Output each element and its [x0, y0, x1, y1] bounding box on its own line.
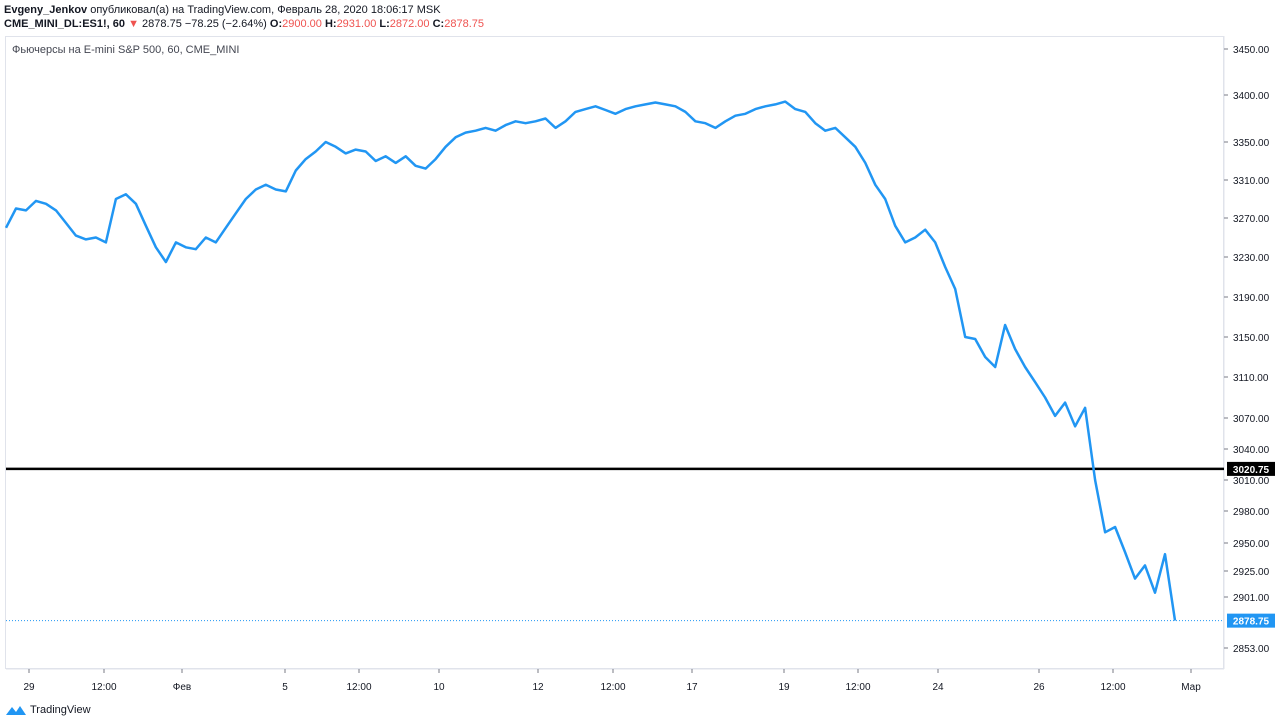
x-tick-label: 24 [932, 682, 944, 693]
high-label: H: [324, 18, 337, 30]
close-value: 2878.75 [444, 18, 484, 30]
change-value: −78.25 (−2.64%) [184, 18, 267, 30]
y-tick-label: 3350.00 [1233, 138, 1270, 149]
x-tick-label: 19 [778, 682, 790, 693]
y-tick-label: 3010.00 [1233, 476, 1270, 487]
ohlc-line: CME_MINI_DL:ES1!, 60 ▼ 2878.75 −78.25 (−… [4, 17, 484, 31]
x-tick-label: 5 [282, 682, 288, 693]
level-price-label: 3020.75 [1233, 465, 1270, 476]
open-label: O: [269, 18, 283, 30]
open-value: 2900.00 [282, 18, 322, 30]
y-tick-label: 2950.00 [1233, 539, 1270, 550]
y-tick-label: 3310.00 [1233, 176, 1270, 187]
low-label: L: [379, 18, 390, 30]
last-price-label: 2878.75 [1233, 617, 1270, 628]
x-tick-label: Мар [1181, 682, 1201, 693]
x-tick-label: 12:00 [845, 682, 870, 693]
high-value: 2931.00 [336, 18, 377, 30]
y-tick-label: 3270.00 [1233, 214, 1270, 225]
x-tick-label: 12 [532, 682, 544, 693]
x-tick-label: 12:00 [1100, 682, 1125, 693]
y-tick-label: 3400.00 [1233, 91, 1270, 102]
y-tick-label: 2980.00 [1233, 507, 1270, 518]
y-tick-label: 3230.00 [1233, 253, 1270, 264]
y-tick-label: 3150.00 [1233, 333, 1270, 344]
x-tick-label: 17 [686, 682, 698, 693]
y-tick-label: 3110.00 [1233, 373, 1269, 384]
publisher-line: Evgeny_Jenkov опубликовал(а) на TradingV… [4, 3, 484, 17]
x-tick-label: 29 [23, 682, 35, 693]
y-tick-label: 3070.00 [1233, 414, 1270, 425]
tradingview-logo-icon [6, 706, 26, 715]
y-tick-label: 3190.00 [1233, 293, 1270, 304]
price-series-line [4, 100, 1177, 621]
last-price-tag [1227, 613, 1275, 628]
x-tick-label: Фев [173, 682, 191, 693]
x-tick-label: 12:00 [600, 682, 625, 693]
change-arrow-icon: ▼ [128, 18, 139, 30]
y-tick-label: 3040.00 [1233, 445, 1270, 456]
symbol-label: CME_MINI_DL:ES1!, 60 [4, 18, 126, 30]
y-tick-label: 2901.00 [1233, 593, 1270, 604]
level-price-tag [1227, 461, 1275, 476]
author-name[interactable]: Evgeny_Jenkov [4, 4, 88, 16]
close-label: C: [432, 18, 445, 30]
chart-header: Evgeny_Jenkov опубликовал(а) на TradingV… [4, 3, 484, 31]
x-tick-label: 12:00 [91, 682, 116, 693]
y-tick-label: 3450.00 [1233, 45, 1270, 56]
y-tick-label: 2853.00 [1233, 644, 1270, 655]
brand-label: TradingView [30, 704, 91, 716]
low-value: 2872.00 [389, 18, 430, 30]
footer-brand[interactable]: TradingView [6, 704, 91, 716]
x-tick-label: 26 [1033, 682, 1045, 693]
x-tick-label: 12:00 [346, 682, 371, 693]
series-legend: Фьючерсы на E-mini S&P 500, 60, CME_MINI [12, 44, 240, 56]
y-tick-label: 2925.00 [1233, 567, 1270, 578]
x-tick-label: 10 [433, 682, 445, 693]
published-info: опубликовал(а) на TradingView.com, Февра… [87, 4, 441, 16]
last-value: 2878.75 [142, 18, 182, 30]
